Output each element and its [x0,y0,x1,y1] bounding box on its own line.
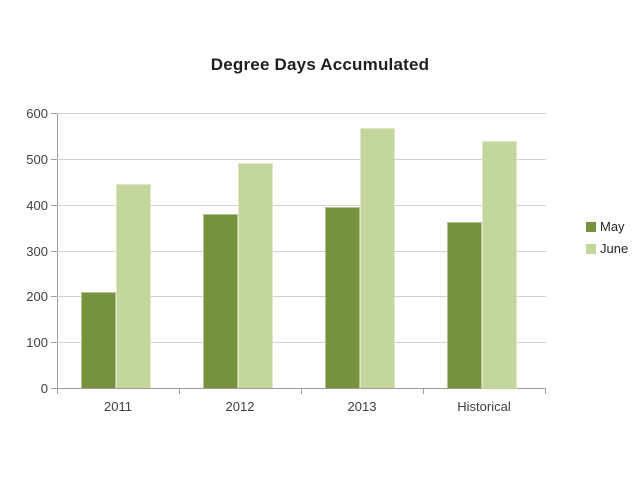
legend: May June [586,220,628,264]
x-axis-tick-2 [301,389,302,394]
bar-june-2013 [360,128,395,388]
bar-may-historical [447,222,482,388]
bar-may-2012 [203,214,238,388]
y-axis-tick-label-500: 500 [26,152,48,167]
y-axis-tick-200 [51,296,57,297]
legend-swatch-may [586,221,596,232]
x-axis-tick-0 [57,389,58,394]
y-axis-tick-300 [51,251,57,252]
x-axis-category-label-2011: 2011 [104,399,132,414]
x-axis-category-label-historical: Historical [457,399,511,414]
gridline-500 [57,159,546,160]
gridline-300 [57,251,546,252]
y-axis-tick-100 [51,342,57,343]
legend-label-june: June [600,241,629,256]
bar-june-2011 [116,184,151,388]
bar-june-historical [482,141,517,389]
bar-may-2011 [81,292,116,388]
y-axis-tick-label-300: 300 [26,244,48,259]
chart-title: Degree Days Accumulated [210,55,430,74]
gridline-200 [57,296,546,297]
y-axis-tick-label-0: 0 [40,381,48,396]
y-axis-tick-label-100: 100 [26,335,48,350]
gridline-100 [57,342,546,343]
x-axis-tick-1 [179,389,180,394]
y-axis-tick-label-200: 200 [26,289,48,304]
x-axis-tick-4 [545,389,546,394]
x-axis-tick-3 [423,389,424,394]
legend-swatch-june [586,243,596,254]
y-axis-tick-label-400: 400 [26,198,48,213]
legend-label-may: May [600,219,625,234]
bar-may-2013 [325,207,360,388]
y-axis-tick-400 [51,205,57,206]
x-axis-category-label-2013: 2013 [347,399,377,414]
y-axis-tick-500 [51,159,57,160]
y-axis-tick-label-600: 600 [26,106,48,121]
x-axis-category-label-2012: 2012 [225,399,255,414]
y-axis-tick-0 [51,388,57,389]
gridline-600 [57,113,546,114]
gridline-400 [57,205,546,206]
x-axis-line [57,388,546,389]
y-axis-tick-600 [51,113,57,114]
legend-item-june: June [586,242,628,255]
bar-june-2012 [238,163,273,388]
legend-item-may: May [586,220,628,233]
